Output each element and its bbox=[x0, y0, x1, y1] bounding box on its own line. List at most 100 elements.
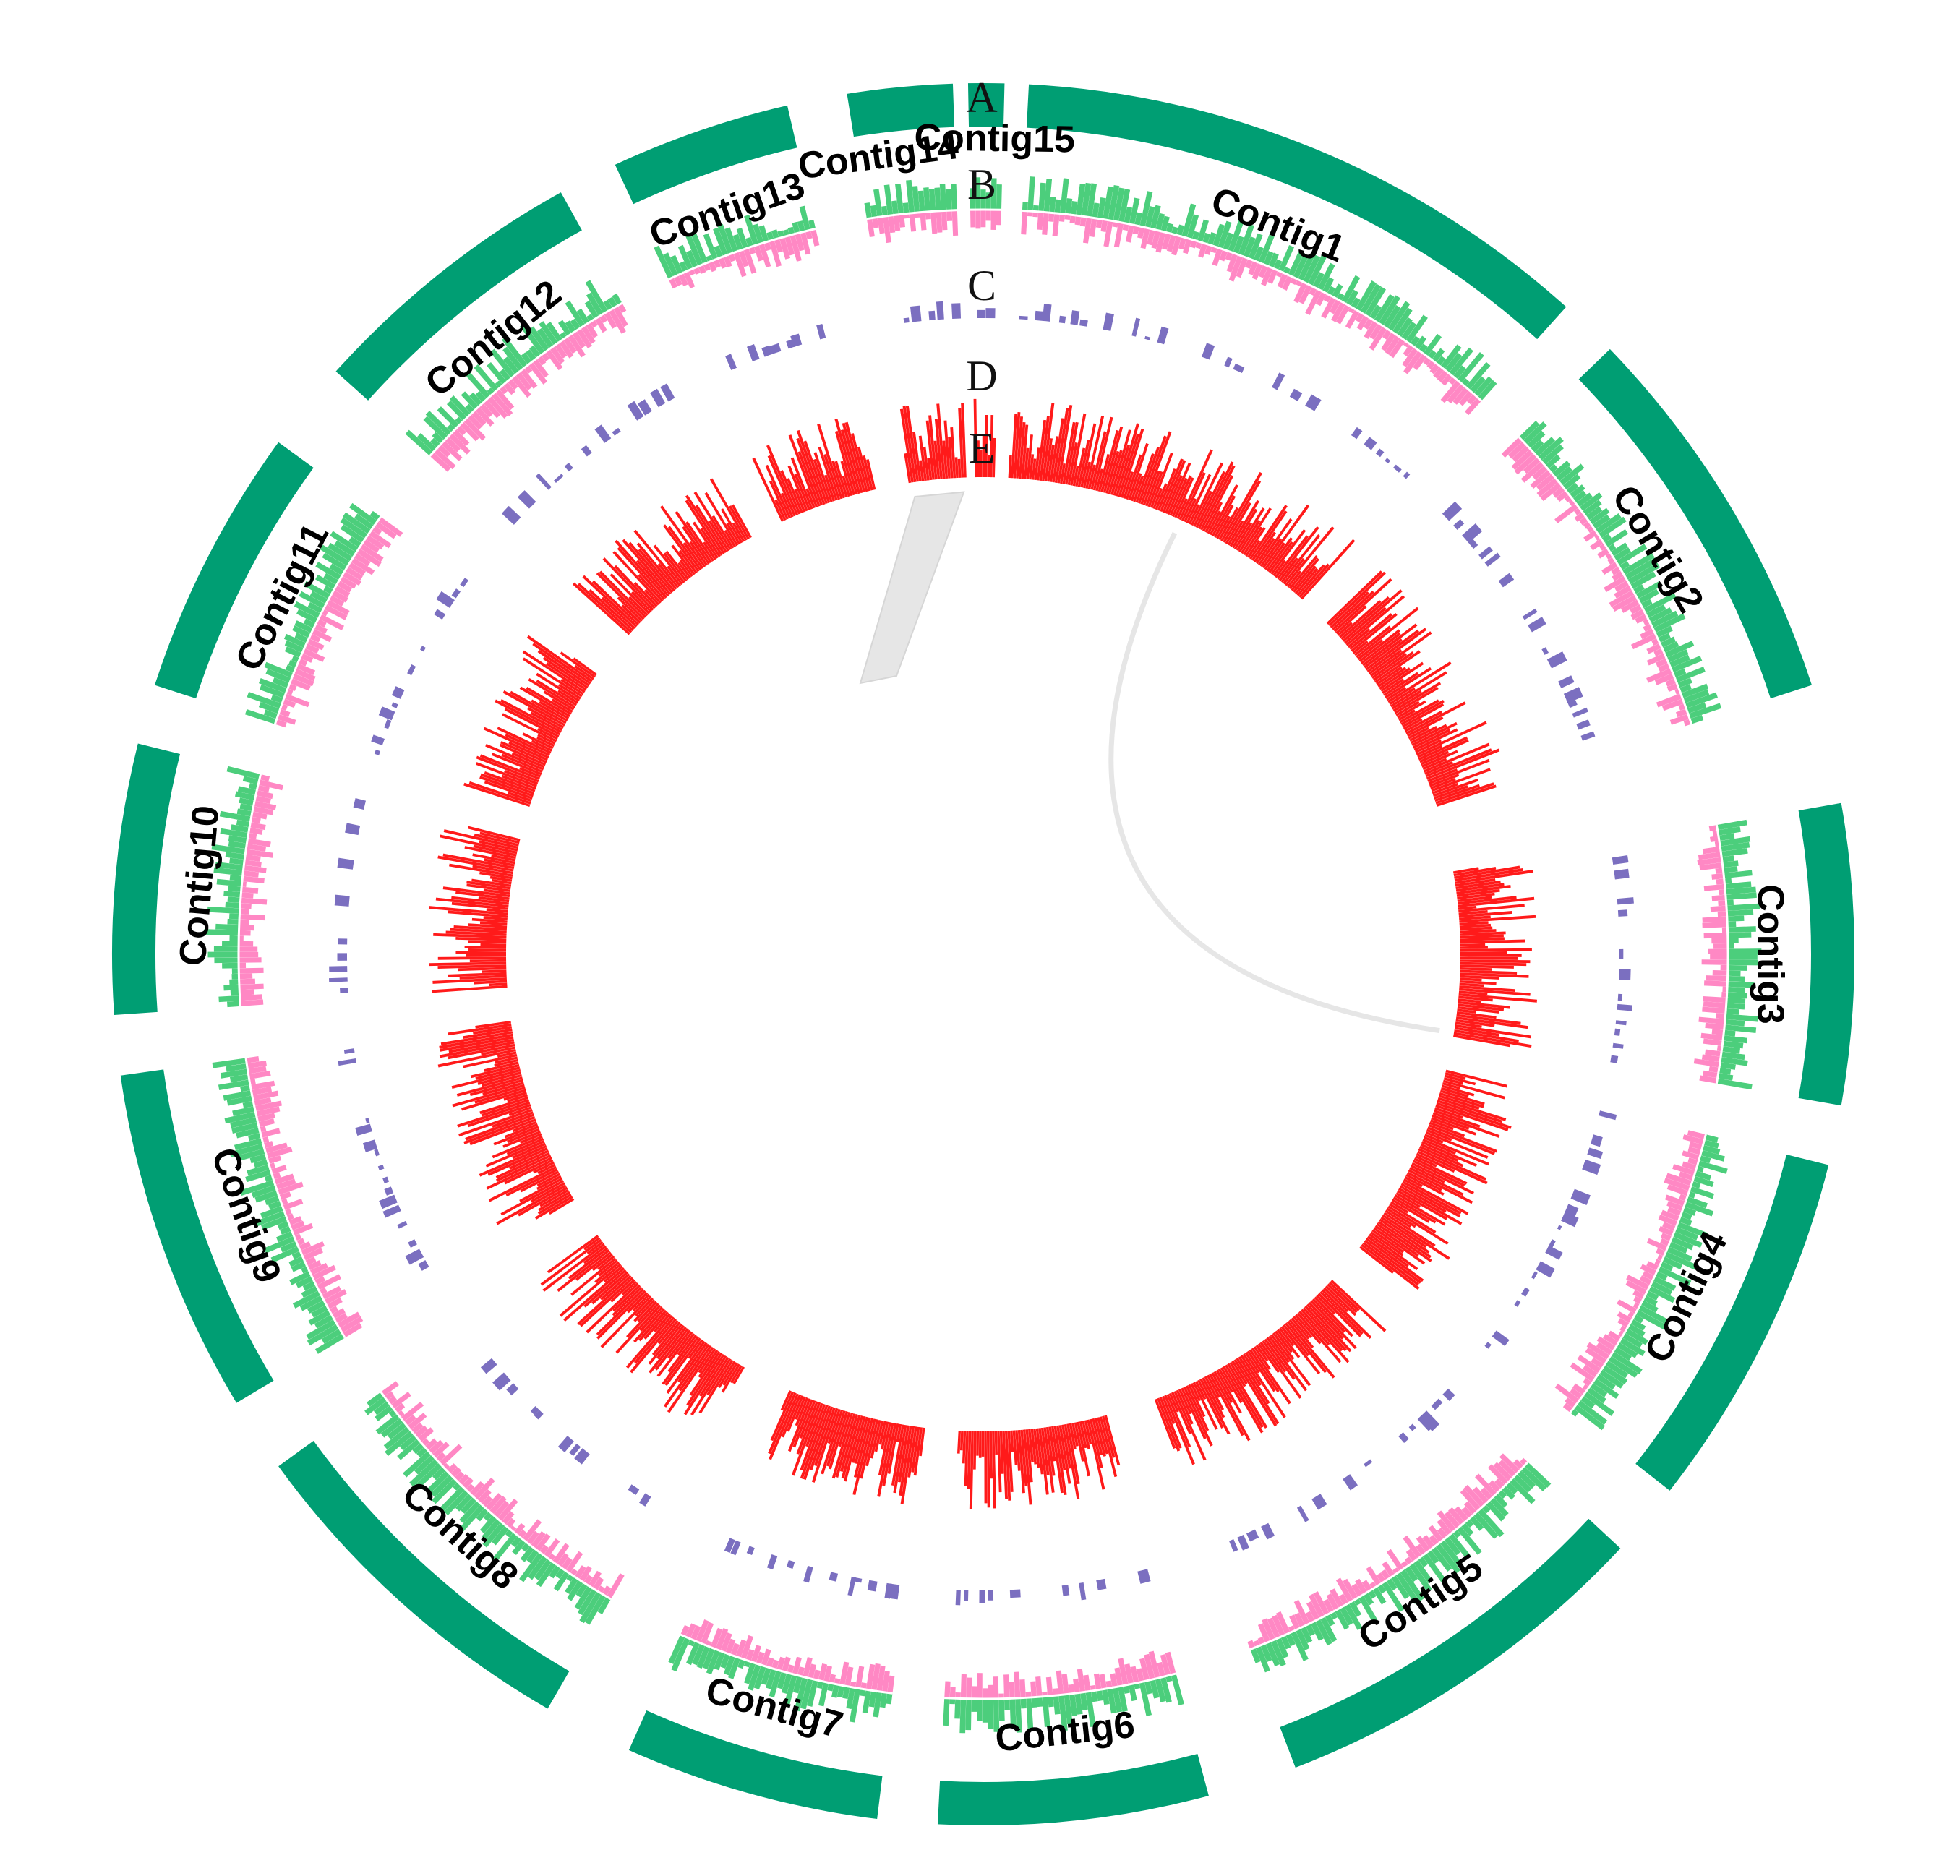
track-c-mark bbox=[374, 1149, 380, 1157]
gc-skew-positive-bar bbox=[685, 1640, 701, 1666]
gc-skew-positive-bar bbox=[412, 1442, 425, 1455]
track-d-bar bbox=[1052, 418, 1065, 483]
gc-skew-negative-bar bbox=[1646, 667, 1673, 683]
track-d-bar bbox=[1147, 471, 1163, 507]
track-d-bar bbox=[1408, 1169, 1473, 1204]
gc-skew-positive-bar bbox=[1139, 191, 1153, 228]
gc-skew-positive-bar bbox=[1392, 307, 1413, 335]
track-d-bar bbox=[663, 552, 688, 582]
track-d-bar bbox=[800, 1403, 826, 1471]
track-d-bar bbox=[1082, 461, 1091, 489]
gc-skew-positive-bar bbox=[1645, 1290, 1659, 1301]
track-d-bar bbox=[1460, 967, 1492, 971]
gc-skew-negative-bar bbox=[1574, 512, 1585, 523]
contig11-ideogram bbox=[154, 442, 314, 699]
gc-skew-positive-bar bbox=[1207, 231, 1217, 247]
track-d-bar bbox=[537, 727, 558, 740]
track-d-bar bbox=[900, 1426, 915, 1504]
gc-skew-negative-bar bbox=[1661, 1233, 1673, 1242]
gc-skew-positive-bar bbox=[425, 411, 452, 437]
track-d-bar bbox=[1280, 534, 1321, 583]
track-d-bar bbox=[575, 1251, 612, 1281]
track-d-bar bbox=[489, 982, 508, 987]
gc-skew-negative-bar bbox=[951, 210, 959, 236]
track-d-bar bbox=[531, 740, 552, 752]
track-c-mark bbox=[1431, 1398, 1443, 1410]
gc-skew-negative-bar bbox=[1487, 1464, 1510, 1486]
track-d-bar bbox=[692, 521, 719, 559]
track-d-bar bbox=[1059, 463, 1066, 484]
contig12-group bbox=[335, 192, 752, 635]
gc-skew-negative-bar bbox=[1444, 1511, 1461, 1530]
gc-skew-negative-bar bbox=[1251, 262, 1264, 280]
track-c-mark bbox=[979, 1590, 985, 1603]
gc-skew-positive-bar bbox=[686, 249, 698, 269]
gc-skew-positive-bar bbox=[859, 1688, 866, 1697]
gc-skew-positive-bar bbox=[218, 995, 241, 1003]
gc-skew-positive-bar bbox=[1717, 826, 1741, 836]
track-d-bar bbox=[429, 906, 508, 916]
track-d-bar bbox=[1012, 1430, 1018, 1465]
track-d-bar bbox=[1404, 710, 1443, 732]
gc-skew-positive-bar bbox=[720, 1653, 731, 1669]
gc-skew-negative-bar bbox=[347, 562, 367, 576]
gc-skew-negative-bar bbox=[1620, 599, 1640, 613]
gc-skew-positive-bar bbox=[236, 819, 251, 828]
gc-skew-negative-bar bbox=[1386, 1549, 1405, 1572]
gc-skew-positive-bar bbox=[1444, 352, 1463, 373]
gc-skew-positive-bar bbox=[1273, 259, 1283, 271]
gc-skew-positive-bar bbox=[1666, 649, 1689, 663]
gc-skew-negative-bar bbox=[528, 361, 548, 385]
track-d-bar bbox=[1452, 867, 1479, 874]
gc-skew-positive-bar bbox=[220, 828, 249, 839]
gc-skew-positive-bar bbox=[1697, 1160, 1728, 1174]
gc-skew-positive-bar bbox=[1070, 201, 1078, 215]
track-d-bar bbox=[440, 834, 518, 855]
gc-skew-negative-bar bbox=[1014, 1671, 1021, 1699]
track-d-bar bbox=[1251, 1348, 1291, 1405]
track-d-bar bbox=[526, 687, 572, 715]
gc-skew-negative-bar bbox=[1630, 609, 1646, 620]
track-d-bar bbox=[859, 1418, 876, 1479]
track-d-bar bbox=[688, 1339, 703, 1359]
track-d-bar bbox=[1460, 948, 1532, 952]
gc-skew-negative-bar bbox=[429, 452, 451, 472]
track-d-bar bbox=[1351, 612, 1398, 652]
track-d-bar bbox=[452, 1084, 525, 1108]
track-d-bar bbox=[1300, 1309, 1350, 1363]
track-d-bar bbox=[1383, 1212, 1436, 1247]
gc-skew-negative-bar bbox=[1625, 1280, 1648, 1295]
gc-skew-negative-bar bbox=[278, 708, 291, 718]
track-c-mark bbox=[1385, 458, 1391, 464]
track-c-mark bbox=[1612, 1042, 1624, 1049]
gc-skew-positive-bar bbox=[1440, 344, 1462, 370]
gc-skew-positive-bar bbox=[1160, 1676, 1172, 1703]
track-d-bar bbox=[1079, 1421, 1087, 1449]
track-d-bar bbox=[484, 1061, 519, 1072]
track-d-bar bbox=[959, 1431, 964, 1451]
gc-skew-positive-bar bbox=[236, 1127, 260, 1139]
gc-skew-negative-bar bbox=[898, 213, 906, 228]
track-d-bar bbox=[1304, 1305, 1347, 1352]
contig7-ideogram bbox=[628, 1710, 883, 1820]
track-c-mark bbox=[345, 823, 361, 836]
gc-skew-positive-bar bbox=[528, 326, 550, 352]
gc-skew-negative-bar bbox=[1666, 682, 1679, 693]
gc-skew-negative-bar bbox=[1458, 390, 1473, 406]
gc-skew-negative-bar bbox=[336, 580, 353, 593]
gc-skew-positive-bar bbox=[334, 540, 356, 557]
gc-skew-negative-bar bbox=[1687, 1147, 1702, 1155]
gc-skew-negative-bar bbox=[309, 1262, 328, 1276]
gc-skew-negative-bar bbox=[333, 585, 351, 598]
tracks-layer bbox=[111, 82, 1855, 1825]
track-d-bar bbox=[667, 1346, 714, 1413]
track-d-bar bbox=[479, 754, 540, 781]
track-c-mark bbox=[418, 1260, 429, 1271]
track-d-bar bbox=[1328, 1281, 1360, 1311]
track-d-bar bbox=[1206, 1374, 1221, 1398]
track-c-mark bbox=[1042, 304, 1052, 322]
gc-skew-negative-bar bbox=[1113, 222, 1124, 248]
gc-skew-negative-bar bbox=[1448, 1507, 1465, 1526]
gc-skew-negative-bar bbox=[311, 628, 333, 643]
gc-skew-positive-bar bbox=[1722, 860, 1739, 868]
